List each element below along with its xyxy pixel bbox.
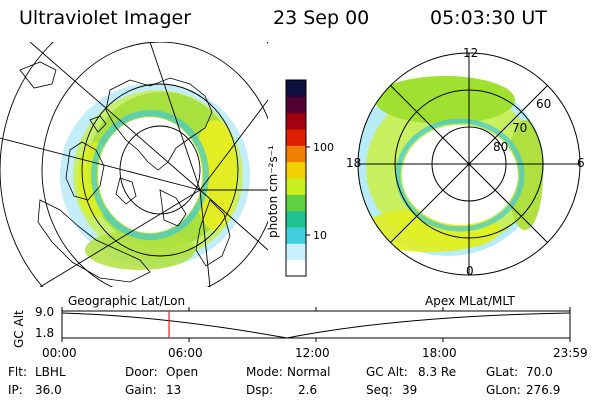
xtick-0600: 06:00: [168, 346, 203, 360]
geographic-map: [0, 42, 268, 287]
colorbar-segment: [286, 112, 306, 130]
glat-label: GLat:: [486, 365, 519, 379]
altitude-curve: [61, 312, 571, 339]
oval-cap: [402, 125, 518, 225]
colorbar-segment: [286, 194, 306, 212]
altitude-ylabel: GC Alt: [12, 310, 26, 348]
glat-value: 70.0: [526, 365, 553, 379]
colorbar-label-10: 10: [313, 229, 327, 242]
colorbar-segment: [286, 210, 306, 228]
altitude-plot: [61, 307, 571, 342]
mode-value: Normal: [287, 365, 331, 379]
colorbar-segment: [286, 243, 306, 261]
apex-caption: Apex MLat/MLT: [425, 294, 515, 308]
colorbar-segment: [286, 259, 306, 277]
dsp-label: Dsp:: [246, 383, 274, 397]
mlt-label-0: 0: [466, 264, 474, 278]
gain-label: Gain:: [125, 383, 157, 397]
colorbar-frame: [285, 79, 307, 277]
altitude-x-ticks: [61, 307, 571, 342]
gcalt-label: GC Alt:: [366, 365, 408, 379]
colorbar-segment: [286, 96, 306, 114]
longitude-grid: [0, 42, 268, 287]
mlat-label-80: 80: [493, 140, 509, 154]
altitude-ytick-high: 9.0: [35, 305, 55, 319]
colorbar-label-100: 100: [313, 141, 334, 154]
mode-label: Mode:: [246, 365, 283, 379]
geographic-caption: Geographic Lat/Lon: [68, 294, 186, 308]
dsp-value: 2.6: [298, 383, 318, 397]
ip-label: IP:: [8, 383, 23, 397]
seq-value: 39: [402, 383, 418, 397]
mlt-label-6: 6: [577, 156, 585, 170]
colorbar-unit-label: photon cm⁻²s⁻¹: [266, 145, 280, 238]
coastlines: [19, 61, 231, 283]
mlat-label-70: 70: [512, 121, 528, 135]
mlt-label-12: 12: [463, 46, 479, 60]
mlt-grid: [358, 53, 580, 275]
xtick-2359: 23:59: [553, 346, 588, 360]
colorbar: [286, 80, 306, 277]
polar-cap: [98, 117, 202, 233]
seq-label: Seq:: [366, 383, 393, 397]
xtick-1200: 12:00: [295, 346, 330, 360]
ip-value: 36.0: [35, 383, 62, 397]
altitude-ytick-low: 1.8: [35, 326, 55, 340]
glon-value: 276.9: [526, 383, 561, 397]
flt-label: Flt:: [8, 365, 27, 379]
date-label: 23 Sep 00: [273, 7, 370, 29]
colorbar-segment: [286, 227, 306, 244]
colorbar-segment: [286, 161, 306, 179]
instrument-title: Ultraviolet Imager: [19, 7, 192, 29]
oval-bright-dayside: [375, 76, 515, 124]
flt-value: LBHL: [35, 365, 66, 379]
aurora-bright-south: [85, 230, 195, 270]
colorbar-segment: [286, 129, 306, 146]
colorbar-segment: [286, 80, 306, 97]
glon-label: GLon:: [486, 383, 521, 397]
time-label: 05:03:30 UT: [430, 7, 547, 29]
colorbar-segment: [286, 145, 306, 163]
door-value: Open: [166, 365, 199, 379]
aurora-bright-east: [193, 120, 237, 230]
magnetic-polar-plot: [357, 52, 581, 276]
gcalt-value: 8.3 Re: [418, 365, 457, 379]
door-label: Door:: [125, 365, 158, 379]
xtick-1800: 18:00: [422, 346, 457, 360]
xtick-0000: 00:00: [42, 346, 77, 360]
mlat-label-60: 60: [536, 97, 552, 111]
colorbar-segment: [286, 178, 306, 195]
gain-value: 13: [166, 383, 182, 397]
mlt-label-18: 18: [346, 156, 362, 170]
